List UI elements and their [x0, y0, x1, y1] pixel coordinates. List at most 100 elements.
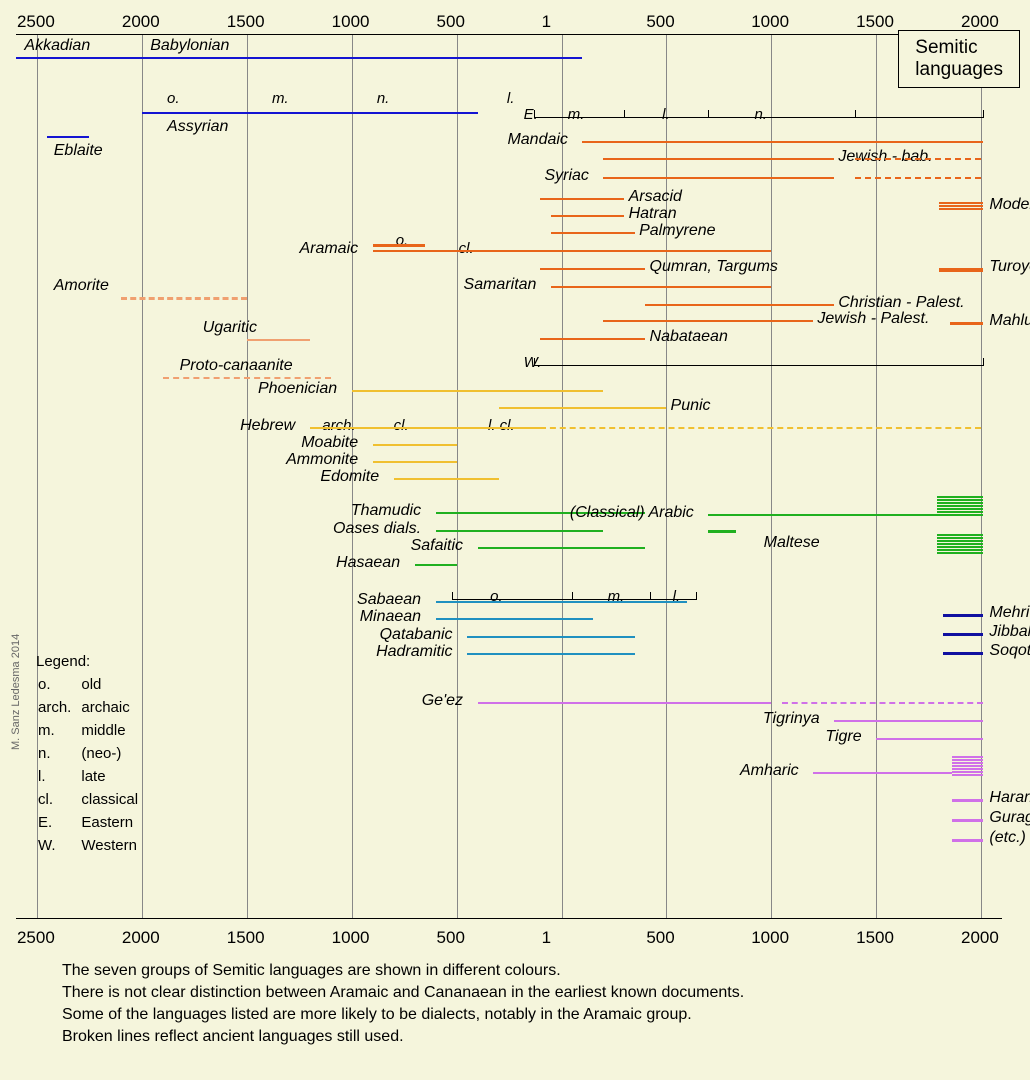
language-bar [540, 268, 645, 270]
language-label: Gurage [989, 809, 1030, 827]
language-label: Tigre [662, 728, 862, 746]
sub-axis [452, 599, 695, 600]
language-bar [436, 618, 593, 620]
axis-tick-top: 2500 [17, 12, 55, 32]
legend-cell: late [81, 766, 146, 787]
sub-axis-tick [855, 110, 856, 118]
language-bar [373, 444, 457, 446]
footer-line: The seven groups of Semitic languages ar… [62, 960, 744, 982]
language-label: Qatabanic [253, 626, 453, 644]
axis-tick-bottom: 2000 [961, 928, 999, 948]
language-bar [551, 232, 635, 234]
gridline [876, 34, 877, 918]
language-bar [467, 636, 635, 638]
language-label: Maltese [620, 534, 820, 552]
language-bar [939, 205, 983, 207]
language-label: Syriac [389, 167, 589, 185]
language-bar [373, 461, 457, 463]
language-bar [551, 215, 624, 217]
axis-tick-top: 2000 [122, 12, 160, 32]
legend-cell: classical [81, 789, 146, 810]
axis-tick-bottom: 2000 [122, 928, 160, 948]
language-label: Edomite [179, 468, 379, 486]
language-bar [121, 297, 247, 300]
period-marker: m. [272, 90, 289, 107]
language-bar [834, 720, 983, 722]
sub-axis-tick [572, 592, 573, 600]
period-marker: arch. [322, 417, 355, 434]
language-label: (Classical) Arabic [494, 504, 694, 522]
language-bar [937, 543, 983, 545]
language-label: Jibbali [989, 623, 1030, 641]
title-line-1: Semitic [915, 37, 1003, 59]
axis-tick-bottom: 2500 [17, 928, 55, 948]
footer-line: Broken lines reflect ancient languages s… [62, 1026, 744, 1048]
language-bar [937, 496, 983, 498]
language-bar [943, 614, 983, 617]
language-label: Jewish - Palest. [817, 310, 929, 328]
language-label: Qumran, Targums [650, 258, 778, 276]
language-bar [855, 177, 981, 179]
language-label: Amorite [54, 277, 109, 295]
sub-axis-tick [696, 592, 697, 600]
language-label: Oases dials. [221, 520, 421, 538]
legend-cell: m. [38, 720, 79, 741]
axis-tick-bottom: 500 [646, 928, 674, 948]
language-label: Ugaritic [203, 319, 257, 337]
axis-bottom [16, 918, 1002, 919]
language-bar [373, 250, 772, 252]
language-bar [939, 202, 983, 204]
legend-cell: old [81, 674, 146, 695]
language-bar [436, 601, 688, 603]
language-label: Soqotri [989, 642, 1030, 660]
language-bar [813, 772, 951, 774]
language-bar [937, 540, 983, 542]
legend-title: Legend: [36, 651, 148, 672]
language-bar [478, 702, 772, 704]
legend-cell: cl. [38, 789, 79, 810]
footer-text: The seven groups of Semitic languages ar… [62, 960, 744, 1048]
legend-cell: Eastern [81, 812, 146, 833]
language-bar [142, 57, 583, 59]
language-label: Moabite [158, 434, 358, 452]
language-label: Hadramitic [253, 643, 453, 661]
language-label: Mehri [989, 604, 1029, 622]
language-bar [952, 774, 983, 776]
credit: M. Sanz Ledesma 2014 [10, 634, 22, 750]
language-label: Safaitic [263, 537, 463, 555]
legend-cell: E. [38, 812, 79, 833]
legend-cell: l. [38, 766, 79, 787]
language-bar [943, 652, 983, 655]
legend-cell: n. [38, 743, 79, 764]
language-label: Hatran [629, 205, 677, 223]
language-label: Amharic [599, 762, 799, 780]
axis-tick-top: 1500 [227, 12, 265, 32]
language-bar [952, 759, 983, 761]
title-line-2: languages [915, 59, 1003, 81]
period-marker: E. [524, 106, 538, 123]
period-marker: m. [568, 106, 585, 123]
language-label: Tigrinya [620, 710, 820, 728]
language-label: Sabaean [221, 591, 421, 609]
language-bar [952, 765, 983, 767]
language-label: Proto-canaanite [180, 357, 293, 375]
language-bar [952, 756, 983, 758]
period-marker: cl. [394, 417, 409, 434]
language-bar [939, 268, 983, 272]
sub-axis [534, 365, 983, 366]
legend-cell: W. [38, 835, 79, 856]
sub-axis-tick [452, 592, 453, 600]
language-bar [855, 158, 981, 160]
axis-tick-bottom: 1000 [332, 928, 370, 948]
language-bar [952, 839, 983, 842]
period-marker: o. [167, 90, 180, 107]
period-marker: n. [754, 106, 767, 123]
language-bar [247, 339, 310, 341]
sub-axis-tick [983, 110, 984, 118]
language-label: Thamudic [221, 502, 421, 520]
language-bar [937, 502, 983, 504]
language-bar [142, 112, 478, 114]
language-bar [540, 198, 624, 200]
language-bar [373, 244, 425, 247]
language-label: Samaritan [336, 276, 536, 294]
